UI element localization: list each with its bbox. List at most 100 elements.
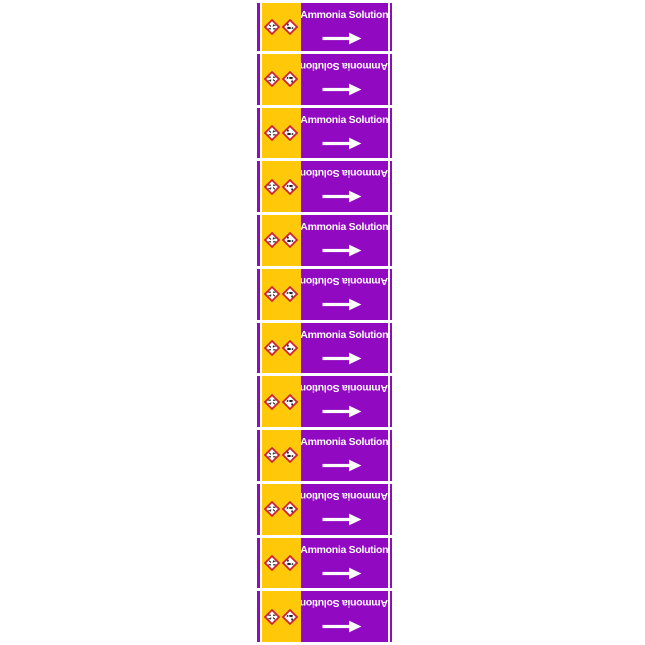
flow-direction-arrow-icon [322, 32, 362, 45]
right-bleed-stripe [389, 537, 393, 589]
left-bleed-stripe [257, 591, 260, 642]
hazard-pictogram-field [261, 591, 301, 642]
ghs-corrosion-icon [264, 71, 280, 88]
flow-direction-arrow-icon [322, 298, 362, 311]
marker-text-field: Ammonia Solution [300, 483, 389, 535]
left-cut-line [259, 322, 262, 374]
ghs-environment-icon [282, 178, 298, 195]
hazard-pictogram-field [261, 483, 301, 535]
label-strip: Ammonia Solution Ammonia [257, 0, 393, 645]
hazard-pictogram-field [261, 3, 301, 51]
pipe-marker-label: Ammonia Solution [257, 215, 393, 269]
left-bleed-stripe [257, 3, 260, 51]
pipe-content-label: Ammonia Solution [300, 274, 389, 287]
right-cut-line [388, 591, 390, 642]
left-bleed-stripe [257, 430, 260, 481]
ghs-corrosion-icon [264, 232, 280, 249]
ghs-corrosion-icon [264, 124, 280, 141]
marker-text-field: Ammonia Solution [300, 3, 388, 51]
right-bleed-stripe [389, 161, 393, 212]
left-cut-line [259, 3, 262, 51]
flow-direction-arrow-icon [322, 83, 362, 96]
pipe-content-label: Ammonia Solution [300, 489, 389, 502]
flow-direction-arrow-icon [322, 567, 362, 579]
right-cut-line [388, 107, 390, 159]
right-cut-line [388, 483, 390, 535]
pipe-marker-label: Ammonia Solution [257, 161, 393, 215]
pipe-content-label: Ammonia Solution [300, 543, 389, 556]
pipe-content-label: Ammonia Solution [300, 597, 389, 610]
right-bleed-stripe [389, 3, 393, 51]
left-bleed-stripe [257, 537, 260, 589]
hazard-pictogram-field [261, 161, 301, 212]
right-bleed-stripe [389, 53, 393, 105]
ghs-corrosion-icon [264, 18, 280, 35]
right-bleed-stripe [389, 376, 393, 427]
marker-text-field: Ammonia Solution [300, 376, 388, 427]
left-cut-line [259, 161, 262, 212]
hazard-pictogram-field [261, 430, 301, 481]
ghs-environment-icon [282, 339, 298, 356]
pipe-marker-label: Ammonia Solution [257, 322, 393, 377]
hazard-pictogram-field [261, 215, 301, 266]
marker-text-field: Ammonia Solution [300, 161, 389, 212]
right-bleed-stripe [389, 107, 393, 159]
right-cut-line [388, 376, 390, 427]
pipe-content-label: Ammonia Solution [300, 59, 389, 72]
pipe-marker-label: Ammonia Solution [257, 591, 393, 645]
right-bleed-stripe [389, 430, 393, 481]
left-cut-line [259, 376, 262, 427]
pipe-content-label: Ammonia Solution [300, 328, 389, 341]
pipe-content-label: Ammonia Solution [300, 167, 389, 180]
right-cut-line [388, 322, 390, 374]
left-cut-line [259, 537, 262, 589]
flow-direction-arrow-icon [322, 405, 362, 418]
right-cut-line [388, 268, 390, 320]
left-bleed-stripe [257, 483, 260, 535]
right-bleed-stripe [389, 268, 393, 320]
left-cut-line [259, 107, 262, 159]
right-cut-line [388, 161, 390, 212]
flow-direction-arrow-icon [322, 190, 362, 203]
pipe-marker-label: Ammonia Solution [257, 0, 393, 54]
ghs-corrosion-icon [264, 339, 280, 356]
pipe-marker-label: Ammonia Solution [257, 53, 393, 108]
pipe-marker-label: Ammonia Solution [257, 537, 393, 592]
left-bleed-stripe [257, 376, 260, 427]
left-cut-line [259, 53, 262, 105]
pipe-marker-label: Ammonia Solution [257, 107, 393, 162]
pipe-marker-label: Ammonia Solution [257, 430, 393, 484]
hazard-pictogram-field [261, 53, 301, 105]
marker-text-field: Ammonia Solution [300, 430, 389, 481]
ghs-environment-icon [282, 18, 298, 35]
ghs-environment-icon [282, 393, 298, 410]
flow-direction-arrow-icon [322, 620, 362, 633]
marker-text-field: Ammonia Solution [300, 537, 389, 589]
left-bleed-stripe [257, 322, 260, 374]
right-cut-line [388, 430, 390, 481]
left-bleed-stripe [257, 161, 260, 212]
marker-text-field: Ammonia Solution [300, 268, 389, 320]
ghs-environment-icon [282, 554, 298, 571]
ghs-environment-icon [282, 447, 298, 464]
left-cut-line [259, 430, 262, 481]
ghs-corrosion-icon [264, 286, 280, 303]
ghs-environment-icon [282, 286, 298, 303]
left-cut-line [259, 268, 262, 320]
right-cut-line [388, 215, 390, 266]
right-bleed-stripe [389, 591, 393, 642]
flow-direction-arrow-icon [322, 352, 362, 364]
left-cut-line [259, 215, 262, 266]
flow-direction-arrow-icon [322, 137, 362, 149]
hazard-pictogram-field [261, 322, 301, 374]
marker-text-field: Ammonia Solution [300, 591, 389, 642]
right-cut-line [388, 53, 390, 105]
hazard-pictogram-field [261, 537, 301, 589]
pipe-marker-label: Ammonia Solution [257, 483, 393, 538]
ghs-environment-icon [282, 608, 298, 625]
pipe-content-label: Ammonia Solution [300, 436, 389, 448]
marker-text-field: Ammonia Solution [300, 322, 389, 374]
right-cut-line [388, 3, 390, 51]
ghs-corrosion-icon [264, 608, 280, 625]
ghs-corrosion-icon [264, 393, 280, 410]
